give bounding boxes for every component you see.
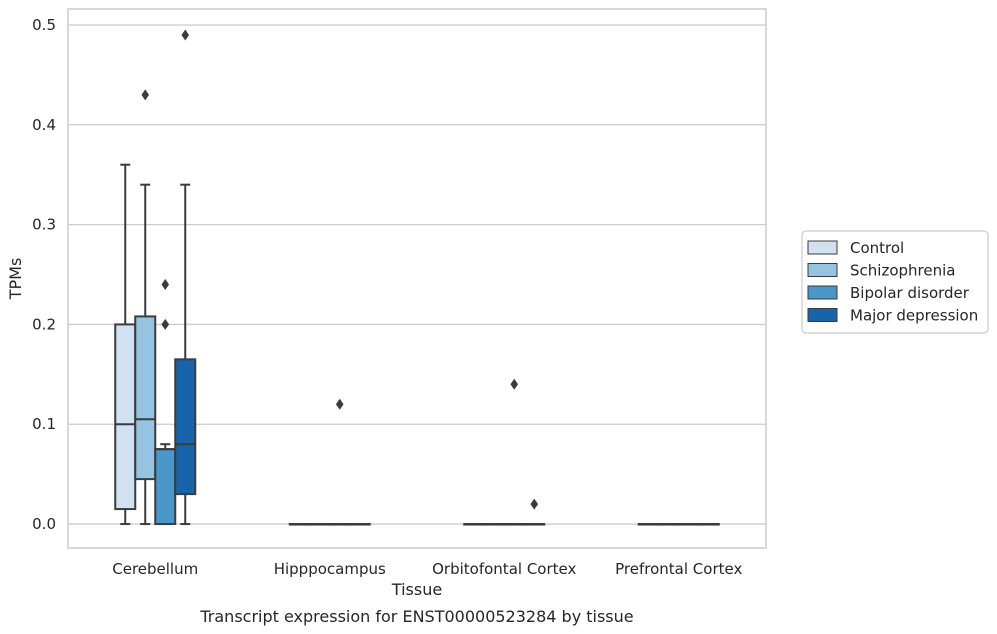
outlier-point	[141, 89, 150, 101]
y-tick-label: 0.2	[32, 315, 56, 333]
box-iqr	[154, 448, 177, 526]
box-major-depression	[523, 498, 546, 526]
y-tick-label: 0.5	[32, 16, 56, 34]
box-schizophrenia	[483, 523, 506, 526]
outlier-point	[161, 278, 170, 290]
outlier-point	[161, 318, 170, 330]
legend-label: Schizophrenia	[850, 262, 955, 280]
box-schizophrenia	[308, 523, 331, 526]
y-tick-label: 0.4	[32, 116, 56, 134]
box-bipolar-disorder	[503, 378, 526, 526]
box-iqr	[134, 315, 157, 481]
outlier-point	[510, 378, 519, 390]
legend-swatch	[807, 285, 838, 300]
legend-frame	[801, 230, 989, 334]
box-major-depression	[348, 523, 371, 526]
box-control	[463, 523, 486, 526]
box-major-depression	[697, 523, 720, 526]
box-control	[288, 523, 311, 526]
y-tick-label: 0.1	[32, 415, 56, 433]
box-schizophrenia	[134, 89, 157, 526]
box-iqr	[174, 358, 197, 496]
box-iqr	[114, 323, 137, 511]
box-control	[637, 523, 660, 526]
box-major-depression	[174, 29, 197, 526]
x-tick-label: Cerebellum	[112, 560, 198, 578]
x-tick-label: Hipppocampus	[274, 560, 386, 578]
legend-label: Bipolar disorder	[850, 284, 970, 302]
x-tick-labels: Cerebellum Hipppocampus Orbitofontal Corte…	[112, 560, 742, 578]
legend-label: Control	[850, 239, 904, 257]
plot-frame	[67, 8, 767, 549]
y-tick-label: 0.3	[32, 216, 56, 234]
legend: Control Schizophrenia Bipolar disorder Majo…	[801, 230, 989, 334]
x-axis-title: Tissue	[391, 580, 442, 599]
legend-label: Major depression	[850, 307, 978, 325]
outlier-point	[181, 29, 190, 41]
box-series	[114, 29, 720, 526]
box-bipolar-disorder	[328, 398, 351, 526]
y-axis-title: TPMs	[6, 258, 25, 301]
y-tick-labels: 0.0 0.1 0.2 0.3 0.4 0.5	[32, 16, 56, 533]
y-tick-label: 0.0	[32, 515, 56, 533]
outlier-point	[335, 398, 344, 410]
outlier-point	[530, 498, 539, 510]
x-tick-label: Prefrontal Cortex	[615, 560, 742, 578]
x-tick-label: Orbitofontal Cortex	[432, 560, 576, 578]
legend-swatch	[807, 240, 838, 255]
legend-swatch	[807, 308, 838, 322]
box-bipolar-disorder	[677, 523, 700, 526]
chart-title: Transcript expression for ENST0000052328…	[199, 607, 633, 626]
box-schizophrenia	[657, 523, 680, 526]
legend-swatch	[807, 263, 838, 277]
box-control	[114, 163, 137, 526]
